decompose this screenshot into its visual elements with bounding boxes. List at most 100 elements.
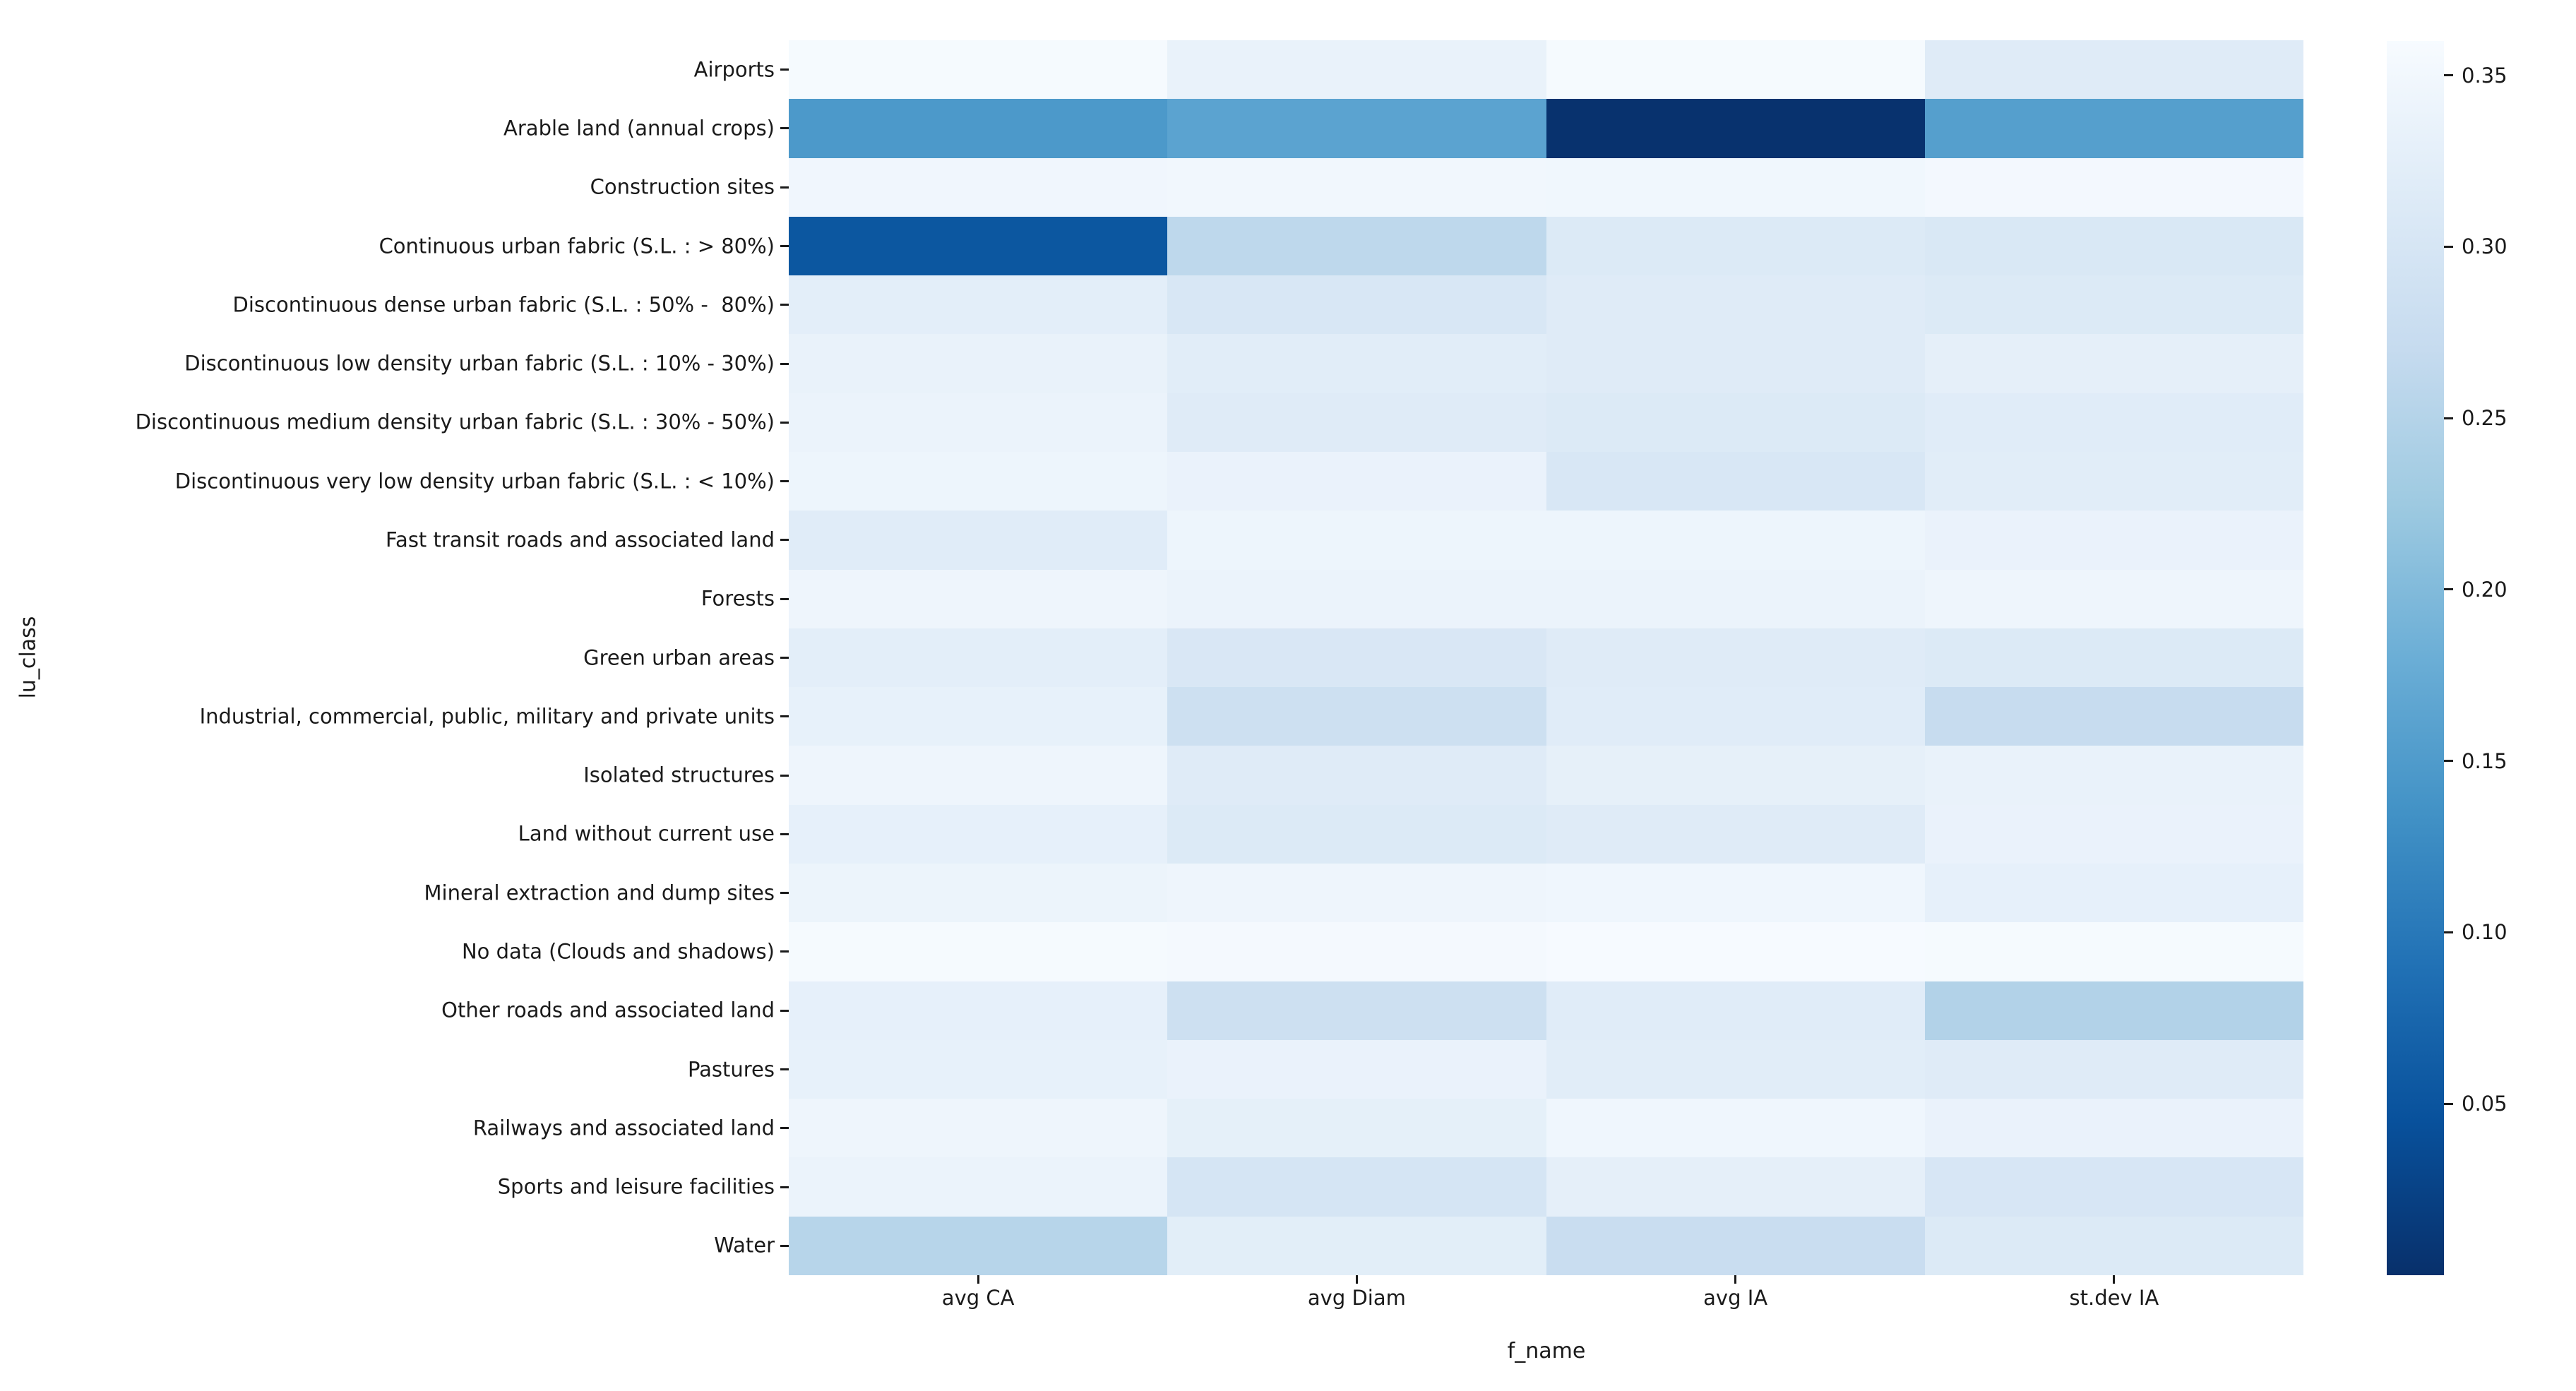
- heatmap-cell: [1167, 157, 1546, 217]
- heatmap-cell: [789, 1216, 1168, 1275]
- y-tick-label: Water: [714, 1233, 775, 1258]
- heatmap-cell: [1167, 922, 1546, 981]
- heatmap-cell: [1924, 1039, 2303, 1099]
- y-tick-mark: [780, 1127, 789, 1130]
- y-tick-mark: [780, 362, 789, 365]
- x-tick-mark: [977, 1275, 979, 1284]
- heatmap-cell: [1546, 275, 1925, 335]
- y-tick-label: Other roads and associated land: [441, 998, 775, 1022]
- x-tick-label: avg Diam: [1307, 1286, 1406, 1310]
- y-tick-mark: [780, 657, 789, 659]
- heatmap: [789, 40, 2303, 1275]
- heatmap-cell: [1924, 687, 2303, 746]
- heatmap-cell: [789, 1157, 1168, 1217]
- heatmap-cell: [1167, 451, 1546, 511]
- y-tick-label: Airports: [693, 57, 775, 82]
- heatmap-cell: [1167, 804, 1546, 864]
- heatmap-cell: [1167, 1157, 1546, 1217]
- y-tick-label: Arable land (annual crops): [503, 116, 775, 141]
- heatmap-cell: [789, 863, 1168, 923]
- colorbar-tick-label: 0.05: [2462, 1092, 2508, 1116]
- y-tick-mark: [780, 892, 789, 895]
- colorbar-tick-label: 0.10: [2462, 920, 2508, 945]
- heatmap-cell: [789, 334, 1168, 393]
- colorbar-tick-label: 0.25: [2462, 406, 2508, 431]
- heatmap-cell: [1546, 981, 1925, 1040]
- heatmap-cell: [1924, 922, 2303, 981]
- heatmap-cell: [789, 393, 1168, 452]
- heatmap-cell: [1924, 746, 2303, 805]
- y-tick-label: Mineral extraction and dump sites: [424, 880, 775, 905]
- heatmap-cell: [1924, 157, 2303, 217]
- heatmap-cell: [1546, 804, 1925, 864]
- y-tick-mark: [780, 715, 789, 718]
- heatmap-cell: [1167, 863, 1546, 923]
- heatmap-cell: [789, 628, 1168, 688]
- colorbar-gradient: [2387, 41, 2444, 1275]
- heatmap-cell: [1924, 804, 2303, 864]
- y-tick-label: No data (Clouds and shadows): [461, 939, 775, 964]
- heatmap-cell: [789, 687, 1168, 746]
- colorbar-tick-label: 0.30: [2462, 234, 2508, 259]
- y-tick-mark: [780, 597, 789, 600]
- heatmap-cell: [1167, 40, 1546, 100]
- heatmap-cell: [1546, 511, 1925, 570]
- heatmap-cell: [1167, 99, 1546, 158]
- heatmap-cell: [1924, 393, 2303, 452]
- heatmap-cell: [1924, 569, 2303, 628]
- x-tick-mark: [2113, 1275, 2116, 1284]
- heatmap-cell: [1167, 216, 1546, 276]
- x-tick-mark: [1355, 1275, 1358, 1284]
- heatmap-cell: [1546, 746, 1925, 805]
- heatmap-cell: [1546, 922, 1925, 981]
- colorbar-tick-mark: [2444, 760, 2453, 763]
- heatmap-cell: [789, 511, 1168, 570]
- heatmap-cell: [789, 451, 1168, 511]
- heatmap-cell: [1167, 275, 1546, 335]
- heatmap-cell: [1924, 981, 2303, 1040]
- heatmap-cell: [1924, 334, 2303, 393]
- heatmap-cell: [1546, 157, 1925, 217]
- heatmap-cell: [1546, 1099, 1925, 1158]
- heatmap-cell: [1924, 1099, 2303, 1158]
- heatmap-cell: [1167, 393, 1546, 452]
- heatmap-cell: [1167, 511, 1546, 570]
- heatmap-cell: [1167, 334, 1546, 393]
- heatmap-cell: [789, 569, 1168, 628]
- y-tick-label: Industrial, commercial, public, military…: [199, 704, 775, 729]
- colorbar-tick-label: 0.35: [2462, 63, 2508, 88]
- y-tick-mark: [780, 1068, 789, 1070]
- x-tick-mark: [1734, 1275, 1737, 1284]
- heatmap-cell: [1167, 628, 1546, 688]
- heatmap-cell: [1546, 1216, 1925, 1275]
- y-tick-label: Continuous urban fabric (S.L. : > 80%): [378, 234, 775, 258]
- heatmap-cell: [1924, 863, 2303, 923]
- y-tick-mark: [780, 186, 789, 189]
- colorbar-tick-label: 0.20: [2462, 577, 2508, 602]
- y-tick-label: Land without current use: [518, 821, 775, 846]
- y-tick-label: Discontinuous low density urban fabric (…: [184, 351, 775, 376]
- x-tick-label: avg CA: [941, 1286, 1015, 1310]
- heatmap-cell: [1167, 746, 1546, 805]
- heatmap-cell: [1924, 275, 2303, 335]
- colorbar-tick-mark: [2444, 245, 2453, 248]
- y-tick-mark: [780, 539, 789, 542]
- heatmap-cell: [789, 275, 1168, 335]
- y-tick-mark: [780, 950, 789, 953]
- y-tick-mark: [780, 245, 789, 247]
- heatmap-cell: [1167, 1216, 1546, 1275]
- heatmap-cell: [1546, 628, 1925, 688]
- y-tick-mark: [780, 127, 789, 130]
- heatmap-cell: [1167, 687, 1546, 746]
- y-tick-mark: [780, 480, 789, 483]
- heatmap-cell: [1924, 1157, 2303, 1217]
- heatmap-cell: [1546, 687, 1925, 746]
- colorbar-tick-mark: [2444, 1102, 2453, 1105]
- y-tick-label: Pastures: [687, 1057, 775, 1081]
- heatmap-cell: [1546, 569, 1925, 628]
- y-tick-label: Green urban areas: [583, 645, 775, 669]
- y-tick-label: Isolated structures: [583, 763, 775, 787]
- heatmap-cell: [1546, 451, 1925, 511]
- colorbar-tick-mark: [2444, 74, 2453, 77]
- y-tick-label: Construction sites: [590, 174, 775, 199]
